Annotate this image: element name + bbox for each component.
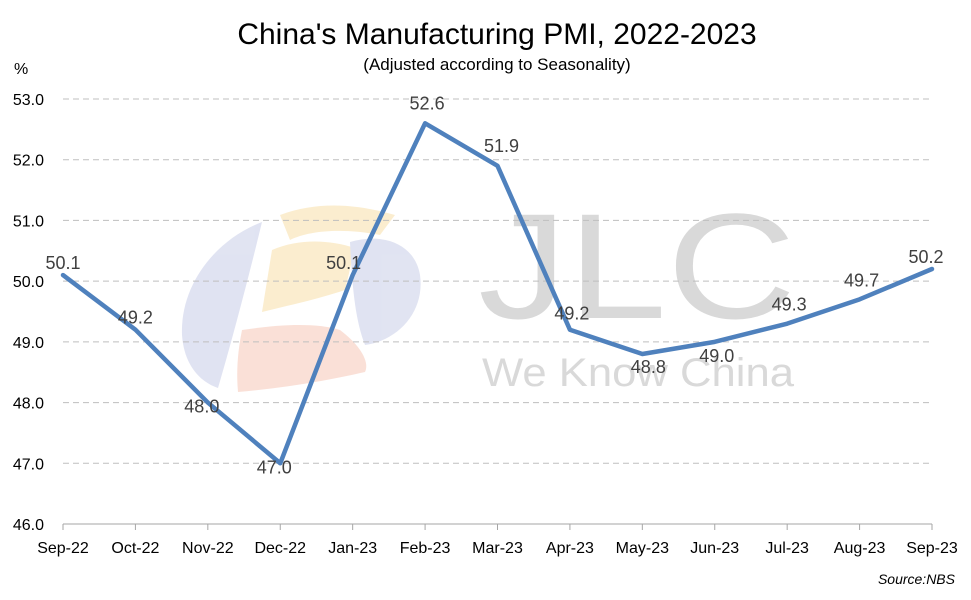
y-tick-label: 46.0	[13, 517, 44, 534]
y-tick-label: 52.0	[13, 153, 44, 170]
data-label: 50.1	[45, 253, 80, 273]
data-labels: 50.1 49.2 48.0 47.0 50.1 52.6 51.9 49.2 48.8 49.0…	[45, 93, 943, 477]
x-tick-label: May-23	[616, 540, 669, 557]
grid	[63, 98, 932, 464]
x-tick-label: Oct-22	[111, 540, 159, 557]
y-tick-label: 48.0	[13, 396, 44, 413]
data-label: 51.9	[484, 136, 519, 156]
x-tick-label: Dec-22	[254, 540, 306, 557]
y-tick-label: 50.0	[13, 274, 44, 291]
watermark-logo	[181, 205, 421, 392]
x-axis: Sep-22 Oct-22 Nov-22 Dec-22 Jan-23 Feb-23 Mar-…	[37, 523, 958, 557]
series-line	[60, 121, 935, 466]
data-label: 48.8	[631, 357, 666, 377]
x-tick-label: Jan-23	[328, 540, 377, 557]
y-tick-label: 47.0	[13, 456, 44, 473]
y-tick-label: 53.0	[13, 92, 44, 109]
data-label: 48.0	[184, 397, 219, 417]
x-tick-label: Feb-23	[400, 540, 451, 557]
x-tick-label: Sep-23	[906, 540, 958, 557]
x-tick-label: Mar-23	[472, 540, 523, 557]
y-axis: 46.0 47.0 48.0 49.0 50.0 51.0 52.0 53.0	[13, 92, 44, 534]
chart-title: China's Manufacturing PMI, 2022-2023	[237, 18, 756, 51]
data-label: 52.6	[410, 93, 445, 113]
watermark: JLC We Know China	[181, 182, 796, 395]
data-label: 47.0	[257, 457, 292, 477]
watermark-tagline: We Know China	[482, 351, 795, 395]
data-label: 49.0	[699, 346, 734, 366]
watermark-brand: JLC	[478, 182, 796, 350]
data-label: 49.7	[844, 270, 879, 290]
data-label: 49.2	[554, 304, 589, 324]
x-tick-label: Aug-23	[834, 540, 886, 557]
data-label: 50.1	[326, 253, 361, 273]
y-tick-label: 51.0	[13, 213, 44, 230]
y-axis-unit: %	[14, 61, 28, 78]
x-tick-label: Sep-22	[37, 540, 89, 557]
y-tick-label: 49.0	[13, 335, 44, 352]
x-tick-label: Jun-23	[690, 540, 739, 557]
x-tick-label: Jul-23	[765, 540, 809, 557]
chart-subtitle: (Adjusted according to Seasonality)	[363, 55, 630, 74]
data-label: 49.3	[772, 295, 807, 315]
x-tick-label: Nov-22	[182, 540, 234, 557]
x-tick-label: Apr-23	[546, 540, 594, 557]
data-label: 50.2	[908, 247, 943, 267]
data-label: 49.2	[118, 308, 153, 328]
source-note: Source:NBS	[878, 571, 956, 587]
